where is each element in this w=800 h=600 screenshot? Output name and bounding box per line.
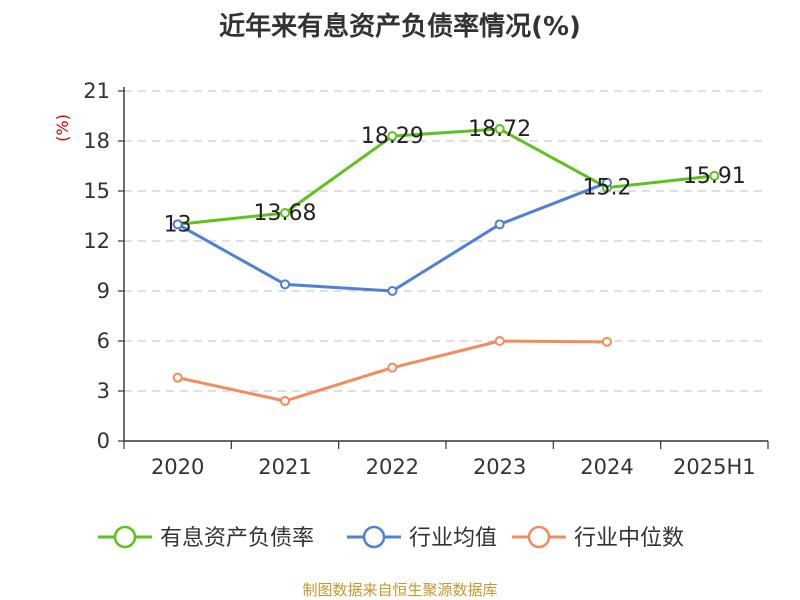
gridlines [124, 90, 768, 392]
data-point [387, 286, 398, 296]
legend: 有息资产负债率 行业均值 行业中位数 [98, 525, 684, 551]
y-tick-label: 9 [97, 279, 110, 303]
y-tick-label: 21 [83, 79, 110, 103]
y-tick-label: 12 [83, 229, 110, 253]
x-tick-label: 2021 [258, 455, 311, 479]
legend-swatch-marker [527, 525, 551, 549]
legend-swatch-marker [362, 525, 386, 549]
data-point [494, 219, 505, 230]
x-tick-label: 2023 [473, 455, 526, 479]
y-tick-label: 3 [97, 379, 110, 403]
x-tick-label: 2025H1 [673, 455, 756, 479]
data-label: 18.29 [361, 124, 424, 149]
source-note: 制图数据来自恒生聚源数据库 [302, 581, 498, 599]
y-tick-label: 6 [97, 329, 110, 353]
legend-label: 有息资产负债率 [160, 526, 314, 551]
data-point [172, 219, 183, 230]
y-tick-label: 18 [83, 129, 110, 153]
data-point [280, 208, 290, 218]
series-line-0 [177, 127, 715, 226]
data-label: 13 [164, 212, 192, 237]
data-point [387, 362, 398, 373]
data-point [494, 336, 505, 346]
x-tick-label: 2024 [580, 455, 633, 479]
data-labels: 13 13.68 18.29 18.72 15.2 15.91 [164, 117, 746, 237]
axes [118, 87, 769, 449]
series-line-1 [176, 181, 608, 293]
data-point [387, 131, 398, 142]
data-point [602, 336, 612, 347]
data-label: 13.68 [254, 201, 317, 226]
series-lines [172, 124, 720, 406]
data-label: 18.72 [468, 117, 531, 142]
x-tick-label: 2022 [366, 455, 419, 479]
data-point [280, 396, 290, 406]
data-point [602, 177, 612, 188]
data-point [709, 170, 720, 181]
y-tick-label: 0 [97, 429, 110, 453]
x-tick-label: 2020 [151, 455, 204, 479]
data-point [494, 124, 505, 134]
y-axis-unit: (%) [53, 114, 72, 142]
legend-label: 行业均值 [409, 526, 497, 551]
y-tick-labels: 0 3 6 9 12 15 18 21 [83, 79, 110, 453]
data-label: 15.2 [583, 176, 632, 201]
data-point [172, 372, 183, 383]
legend-label: 行业中位数 [574, 526, 684, 551]
chart-title: 近年来有息资产负债率情况(%) [219, 12, 581, 42]
y-tick-label: 15 [83, 179, 110, 203]
x-tick-labels: 2020 2021 2022 2023 2024 2025H1 [151, 455, 756, 479]
legend-swatch-marker [113, 525, 137, 549]
data-label: 15.91 [683, 164, 746, 189]
data-point [280, 279, 290, 290]
